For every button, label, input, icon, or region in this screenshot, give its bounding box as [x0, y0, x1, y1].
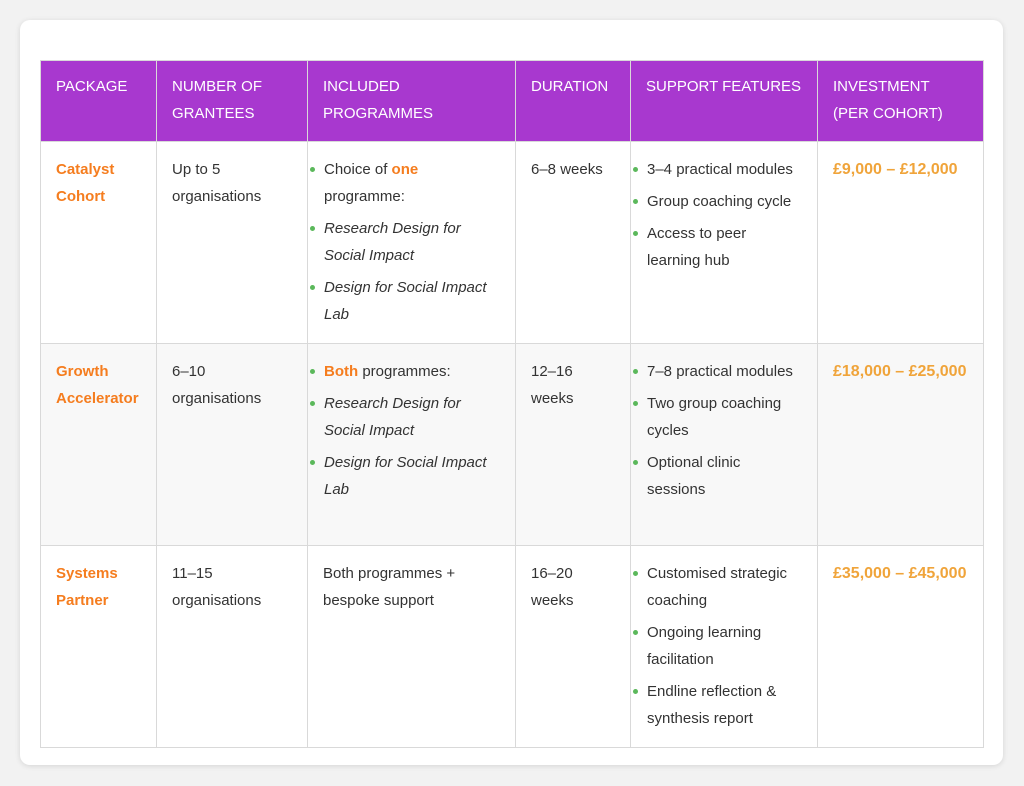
- bullet-icon: [310, 167, 315, 172]
- text: Two group coaching cycles: [647, 395, 782, 439]
- grantees: Up to 5 organisations: [156, 141, 308, 344]
- bullet-icon: [633, 231, 638, 236]
- table-row: Growth Accelerator 6–10 organisations Bo…: [40, 343, 984, 546]
- list-item: 3–4 practical modules: [633, 156, 802, 183]
- list-item: Design for Social Impact Lab: [310, 449, 500, 503]
- bullet-icon: [310, 226, 315, 231]
- investment: £35,000 – £45,000: [817, 545, 984, 748]
- header-investment: Investment (per cohort): [817, 60, 984, 142]
- list-item: Choice of one programme:: [310, 156, 500, 210]
- list-item: 7–8 practical modules: [633, 358, 802, 385]
- highlight: one: [391, 161, 419, 178]
- support: Customised strategic coaching Ongoing le…: [630, 545, 818, 748]
- header-duration: Duration: [515, 60, 631, 142]
- text: 7–8 practical modules: [647, 363, 793, 380]
- bullet-icon: [633, 571, 638, 576]
- packages-table: Package Number of Grantees Included Prog…: [40, 60, 984, 748]
- text: Choice of: [324, 161, 392, 178]
- text: Group coaching cycle: [647, 193, 792, 210]
- highlight: Both: [324, 363, 359, 380]
- programmes: Both programmes: Research Design for Soc…: [307, 343, 516, 546]
- support: 3–4 practical modules Group coaching cyc…: [630, 141, 818, 344]
- list-item: Access to peer learning hub: [633, 220, 802, 274]
- list-item: Two group coaching cycles: [633, 390, 802, 444]
- text: Optional clinic sessions: [647, 454, 741, 498]
- package-name: Catalyst Cohort: [40, 141, 157, 344]
- programme-name: Research Design for Social Impact: [324, 395, 461, 439]
- list-item: Design for Social Impact Lab: [310, 274, 500, 328]
- header-row: Package Number of Grantees Included Prog…: [40, 60, 984, 142]
- bullet-icon: [310, 369, 315, 374]
- list-item: Customised strategic coaching: [633, 560, 802, 614]
- list-item: Group coaching cycle: [633, 188, 802, 215]
- bullet-icon: [633, 369, 638, 374]
- programmes: Both programmes + bespoke support: [307, 545, 516, 748]
- header-grantees: Number of Grantees: [156, 60, 308, 142]
- grantees: 6–10 organisations: [156, 343, 308, 546]
- bullet-icon: [633, 460, 638, 465]
- table-row: Catalyst Cohort Up to 5 organisations Ch…: [40, 141, 984, 344]
- bullet-icon: [633, 401, 638, 406]
- list-item: Ongoing learning facilitation: [633, 619, 802, 673]
- table-row: Systems Partner 11–15 organisations Both…: [40, 545, 984, 748]
- duration: 16–20 weeks: [515, 545, 631, 748]
- list-item: Research Design for Social Impact: [310, 215, 500, 269]
- support: 7–8 practical modules Two group coaching…: [630, 343, 818, 546]
- bullet-icon: [633, 630, 638, 635]
- investment: £9,000 – £12,000: [817, 141, 984, 344]
- bullet-icon: [310, 460, 315, 465]
- list-item: Both programmes:: [310, 358, 500, 385]
- header-package: Package: [40, 60, 157, 142]
- header-programmes: Included Programmes: [307, 60, 516, 142]
- list-item: Optional clinic sessions: [633, 449, 802, 503]
- bullet-icon: [310, 401, 315, 406]
- list-item: Endline reflection & synthesis report: [633, 678, 802, 732]
- text: 3–4 practical modules: [647, 161, 793, 178]
- duration: 6–8 weeks: [515, 141, 631, 344]
- list-item: Research Design for Social Impact: [310, 390, 500, 444]
- text: Ongoing learning facilitation: [647, 624, 762, 668]
- programme-name: Design for Social Impact Lab: [324, 279, 487, 323]
- header-support: Support Features: [630, 60, 818, 142]
- bullet-icon: [633, 199, 638, 204]
- text: Endline reflection & synthesis report: [647, 683, 777, 727]
- text: programmes:: [358, 363, 451, 380]
- programme-name: Design for Social Impact Lab: [324, 454, 487, 498]
- text: Customised strategic coaching: [647, 565, 788, 609]
- card: Package Number of Grantees Included Prog…: [20, 20, 1003, 765]
- duration: 12–16 weeks: [515, 343, 631, 546]
- text: Access to peer learning hub: [647, 225, 747, 269]
- text: programme:: [324, 188, 405, 205]
- package-name: Growth Accelerator: [40, 343, 157, 546]
- bullet-icon: [633, 689, 638, 694]
- programmes: Choice of one programme: Research Design…: [307, 141, 516, 344]
- bullet-icon: [310, 285, 315, 290]
- programme-name: Research Design for Social Impact: [324, 220, 461, 264]
- bullet-icon: [633, 167, 638, 172]
- grantees: 11–15 organisations: [156, 545, 308, 748]
- package-name: Systems Partner: [40, 545, 157, 748]
- investment: £18,000 – £25,000: [817, 343, 984, 546]
